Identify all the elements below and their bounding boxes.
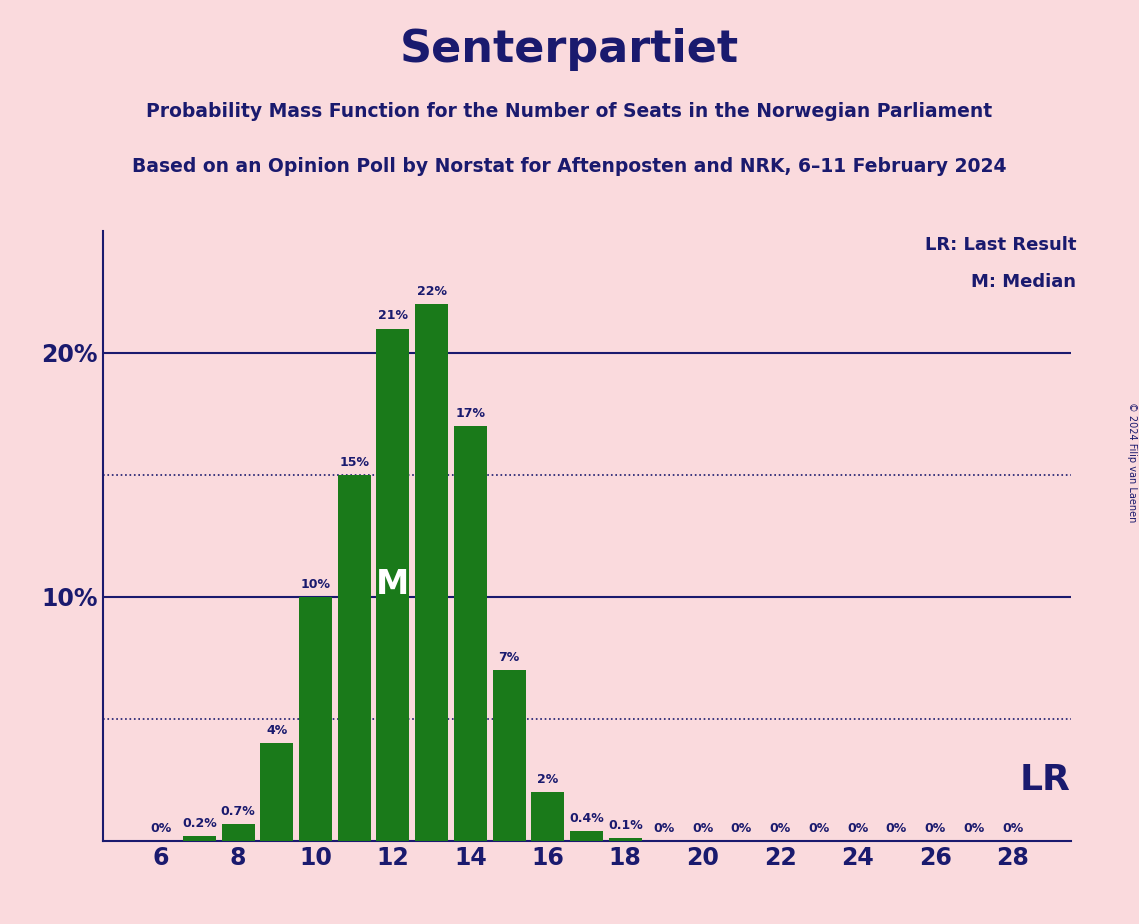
Bar bbox=[454, 426, 486, 841]
Text: 0%: 0% bbox=[654, 821, 674, 834]
Text: 0%: 0% bbox=[809, 821, 829, 834]
Text: 4%: 4% bbox=[267, 724, 287, 737]
Text: 15%: 15% bbox=[339, 456, 369, 468]
Text: Senterpartiet: Senterpartiet bbox=[400, 28, 739, 71]
Bar bbox=[571, 831, 603, 841]
Text: M: M bbox=[376, 568, 410, 602]
Bar bbox=[609, 838, 641, 841]
Text: 0%: 0% bbox=[731, 821, 752, 834]
Bar bbox=[261, 743, 293, 841]
Text: 17%: 17% bbox=[456, 407, 485, 420]
Text: 21%: 21% bbox=[378, 310, 408, 322]
Text: 0.1%: 0.1% bbox=[608, 820, 642, 833]
Bar bbox=[183, 836, 215, 841]
Bar bbox=[222, 824, 254, 841]
Text: 0%: 0% bbox=[847, 821, 868, 834]
Text: 10%: 10% bbox=[301, 578, 330, 590]
Bar bbox=[416, 304, 448, 841]
Text: Probability Mass Function for the Number of Seats in the Norwegian Parliament: Probability Mass Function for the Number… bbox=[147, 102, 992, 121]
Text: 0%: 0% bbox=[886, 821, 907, 834]
Text: 0.2%: 0.2% bbox=[182, 817, 216, 830]
Bar bbox=[377, 329, 409, 841]
Text: M: Median: M: Median bbox=[972, 273, 1076, 290]
Text: 0%: 0% bbox=[925, 821, 945, 834]
Bar bbox=[338, 475, 370, 841]
Text: 0.7%: 0.7% bbox=[221, 805, 255, 818]
Text: Based on an Opinion Poll by Norstat for Aftenposten and NRK, 6–11 February 2024: Based on an Opinion Poll by Norstat for … bbox=[132, 157, 1007, 176]
Bar bbox=[532, 792, 564, 841]
Text: LR: LR bbox=[1019, 763, 1071, 796]
Text: 0%: 0% bbox=[693, 821, 713, 834]
Text: 0%: 0% bbox=[150, 821, 171, 834]
Bar bbox=[493, 670, 525, 841]
Text: © 2024 Filip van Laenen: © 2024 Filip van Laenen bbox=[1126, 402, 1137, 522]
Text: 0%: 0% bbox=[770, 821, 790, 834]
Text: 7%: 7% bbox=[499, 651, 519, 664]
Text: 0%: 0% bbox=[1002, 821, 1023, 834]
Text: LR: Last Result: LR: Last Result bbox=[925, 236, 1076, 253]
Text: 0.4%: 0.4% bbox=[570, 812, 604, 825]
Bar bbox=[300, 597, 331, 841]
Text: 0%: 0% bbox=[964, 821, 984, 834]
Text: 2%: 2% bbox=[538, 773, 558, 786]
Text: 22%: 22% bbox=[417, 286, 446, 298]
